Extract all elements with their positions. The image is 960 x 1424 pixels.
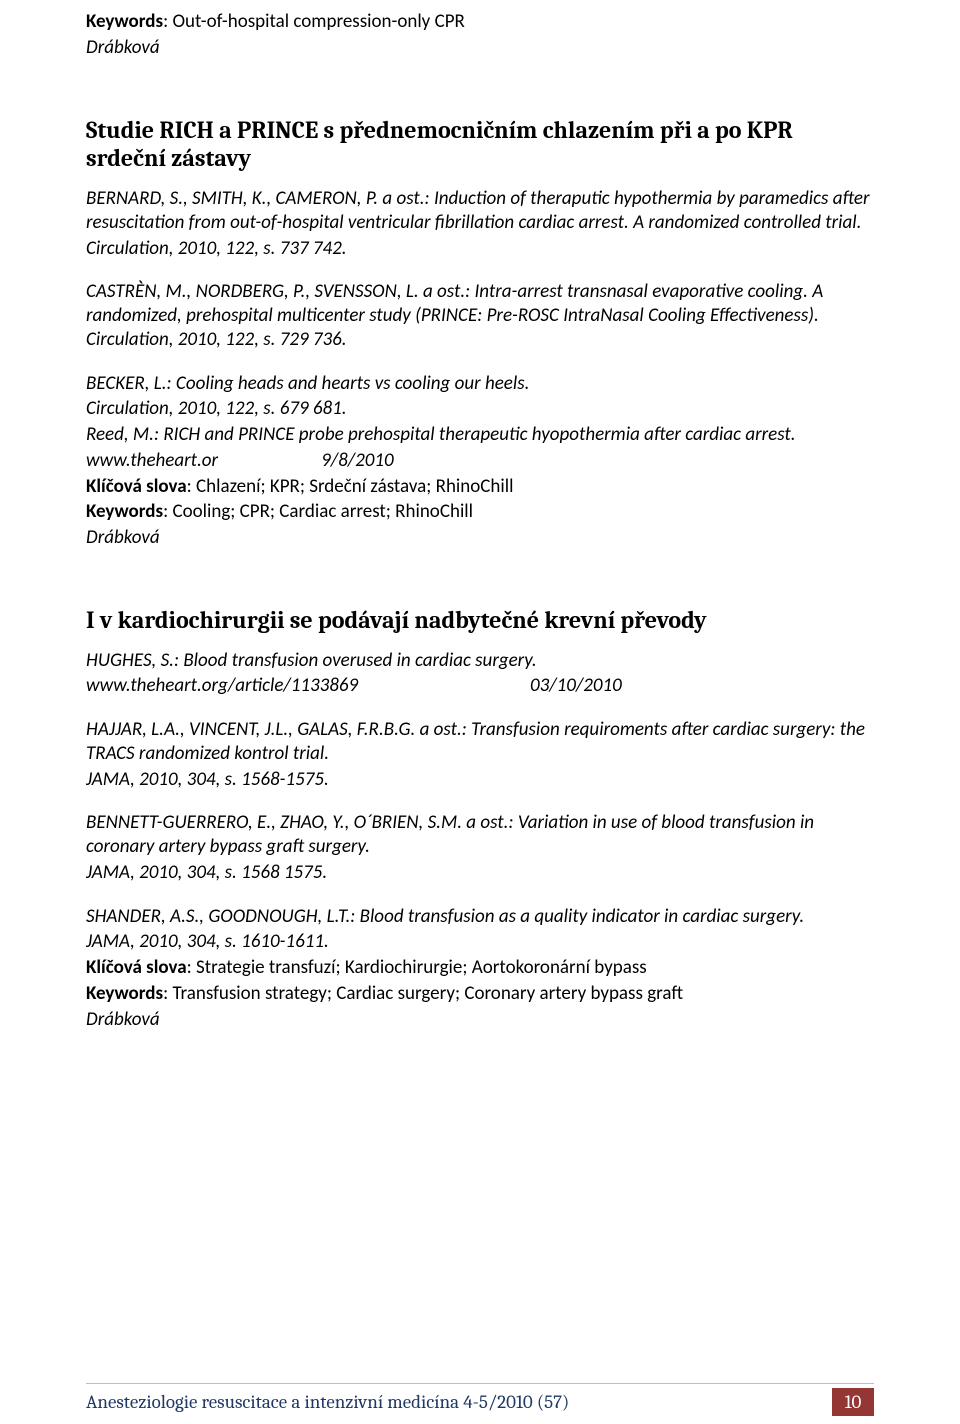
spacer	[86, 570, 874, 606]
top-keywords-label: Keywords	[86, 10, 163, 33]
b1-author: Drábková	[86, 526, 874, 550]
b2-kw-line: Keywords: Transfusion strategy; Cardiac …	[86, 982, 874, 1006]
b1-klic-label: Klíčová slova	[86, 475, 187, 498]
b1-p1b: Circulation, 2010, 122, s. 737 742.	[86, 237, 874, 261]
b2-p4b: JAMA, 2010, 304, s. 1610-1611.	[86, 930, 874, 954]
b2-klic-value: : Strategie transfuzí; Kardiochirurgie; …	[187, 956, 647, 979]
b2-p3b: JAMA, 2010, 304, s. 1568 1575.	[86, 861, 874, 885]
footer: Anesteziologie resuscitace a intenzivní …	[86, 1383, 874, 1416]
footer-text: Anesteziologie resuscitace a intenzivní …	[86, 1391, 569, 1413]
top-keywords-line: Keywords: Out-of-hospital compression-on…	[86, 10, 874, 34]
b2-p1a: HUGHES, S.: Blood transfusion overused i…	[86, 649, 874, 673]
b2-klic-label: Klíčová slova	[86, 956, 187, 979]
b1-klic-value: : Chlazení; KPR; Srdeční zástava; RhinoC…	[187, 475, 514, 498]
b2-p3a: BENNETT-GUERRERO, E., ZHAO, Y., O´BRIEN,…	[86, 811, 874, 859]
b1-p1: BERNARD, S., SMITH, K., CAMERON, P. a os…	[86, 187, 874, 235]
top-keywords-value: : Out-of-hospital compression-only CPR	[163, 10, 465, 33]
b2-date: 03/10/2010	[530, 674, 622, 697]
b1-p3a: BECKER, L.: Cooling heads and hearts vs …	[86, 372, 874, 396]
b2-kw-value: : Transfusion strategy; Cardiac surgery;…	[163, 982, 683, 1005]
b1-p2: CASTRÈN, M., NORDBERG, P., SVENSSON, L. …	[86, 280, 874, 351]
b2-kw-label: Keywords	[86, 982, 163, 1005]
b1-p3c: Reed, M.: RICH and PRINCE probe prehospi…	[86, 423, 874, 447]
spacer	[86, 80, 874, 116]
b2-p4a: SHANDER, A.S., GOODNOUGH, L.T.: Blood tr…	[86, 905, 874, 929]
page-number: 10	[832, 1388, 874, 1416]
b2-p2b: JAMA, 2010, 304, s. 1568-1575.	[86, 768, 874, 792]
footer-row: Anesteziologie resuscitace a intenzivní …	[86, 1388, 874, 1416]
heading-rich-prince: Studie RICH a PRINCE s přednemocničním c…	[86, 116, 874, 174]
b1-kw-label: Keywords	[86, 500, 163, 523]
page: Keywords: Out-of-hospital compression-on…	[0, 0, 960, 1424]
b2-klic-line: Klíčová slova: Strategie transfuzí; Kard…	[86, 956, 874, 980]
b2-author: Drábková	[86, 1008, 874, 1032]
b1-p3b: Circulation, 2010, 122, s. 679 681.	[86, 397, 874, 421]
b1-date: 9/8/2010	[321, 449, 394, 472]
b2-p2a: HAJJAR, L.A., VINCENT, J.L., GALAS, F.R.…	[86, 718, 874, 766]
top-author: Drábková	[86, 36, 874, 60]
b1-kw-value: : Cooling; CPR; Cardiac arrest; RhinoChi…	[163, 500, 473, 523]
b1-p3d: www.theheart.or 9/8/2010	[86, 449, 874, 473]
b1-klic-line: Klíčová slova: Chlazení; KPR; Srdeční zá…	[86, 475, 874, 499]
b2-p1b: www.theheart.org/article/1133869 03/10/2…	[86, 674, 874, 698]
heading-kardio: I v kardiochirurgii se podávají nadbyteč…	[86, 606, 874, 635]
b2-site: www.theheart.org/article/1133869	[86, 674, 358, 697]
b1-site: www.theheart.or	[86, 449, 218, 472]
footer-rule	[86, 1383, 874, 1384]
b1-kw-line: Keywords: Cooling; CPR; Cardiac arrest; …	[86, 500, 874, 524]
